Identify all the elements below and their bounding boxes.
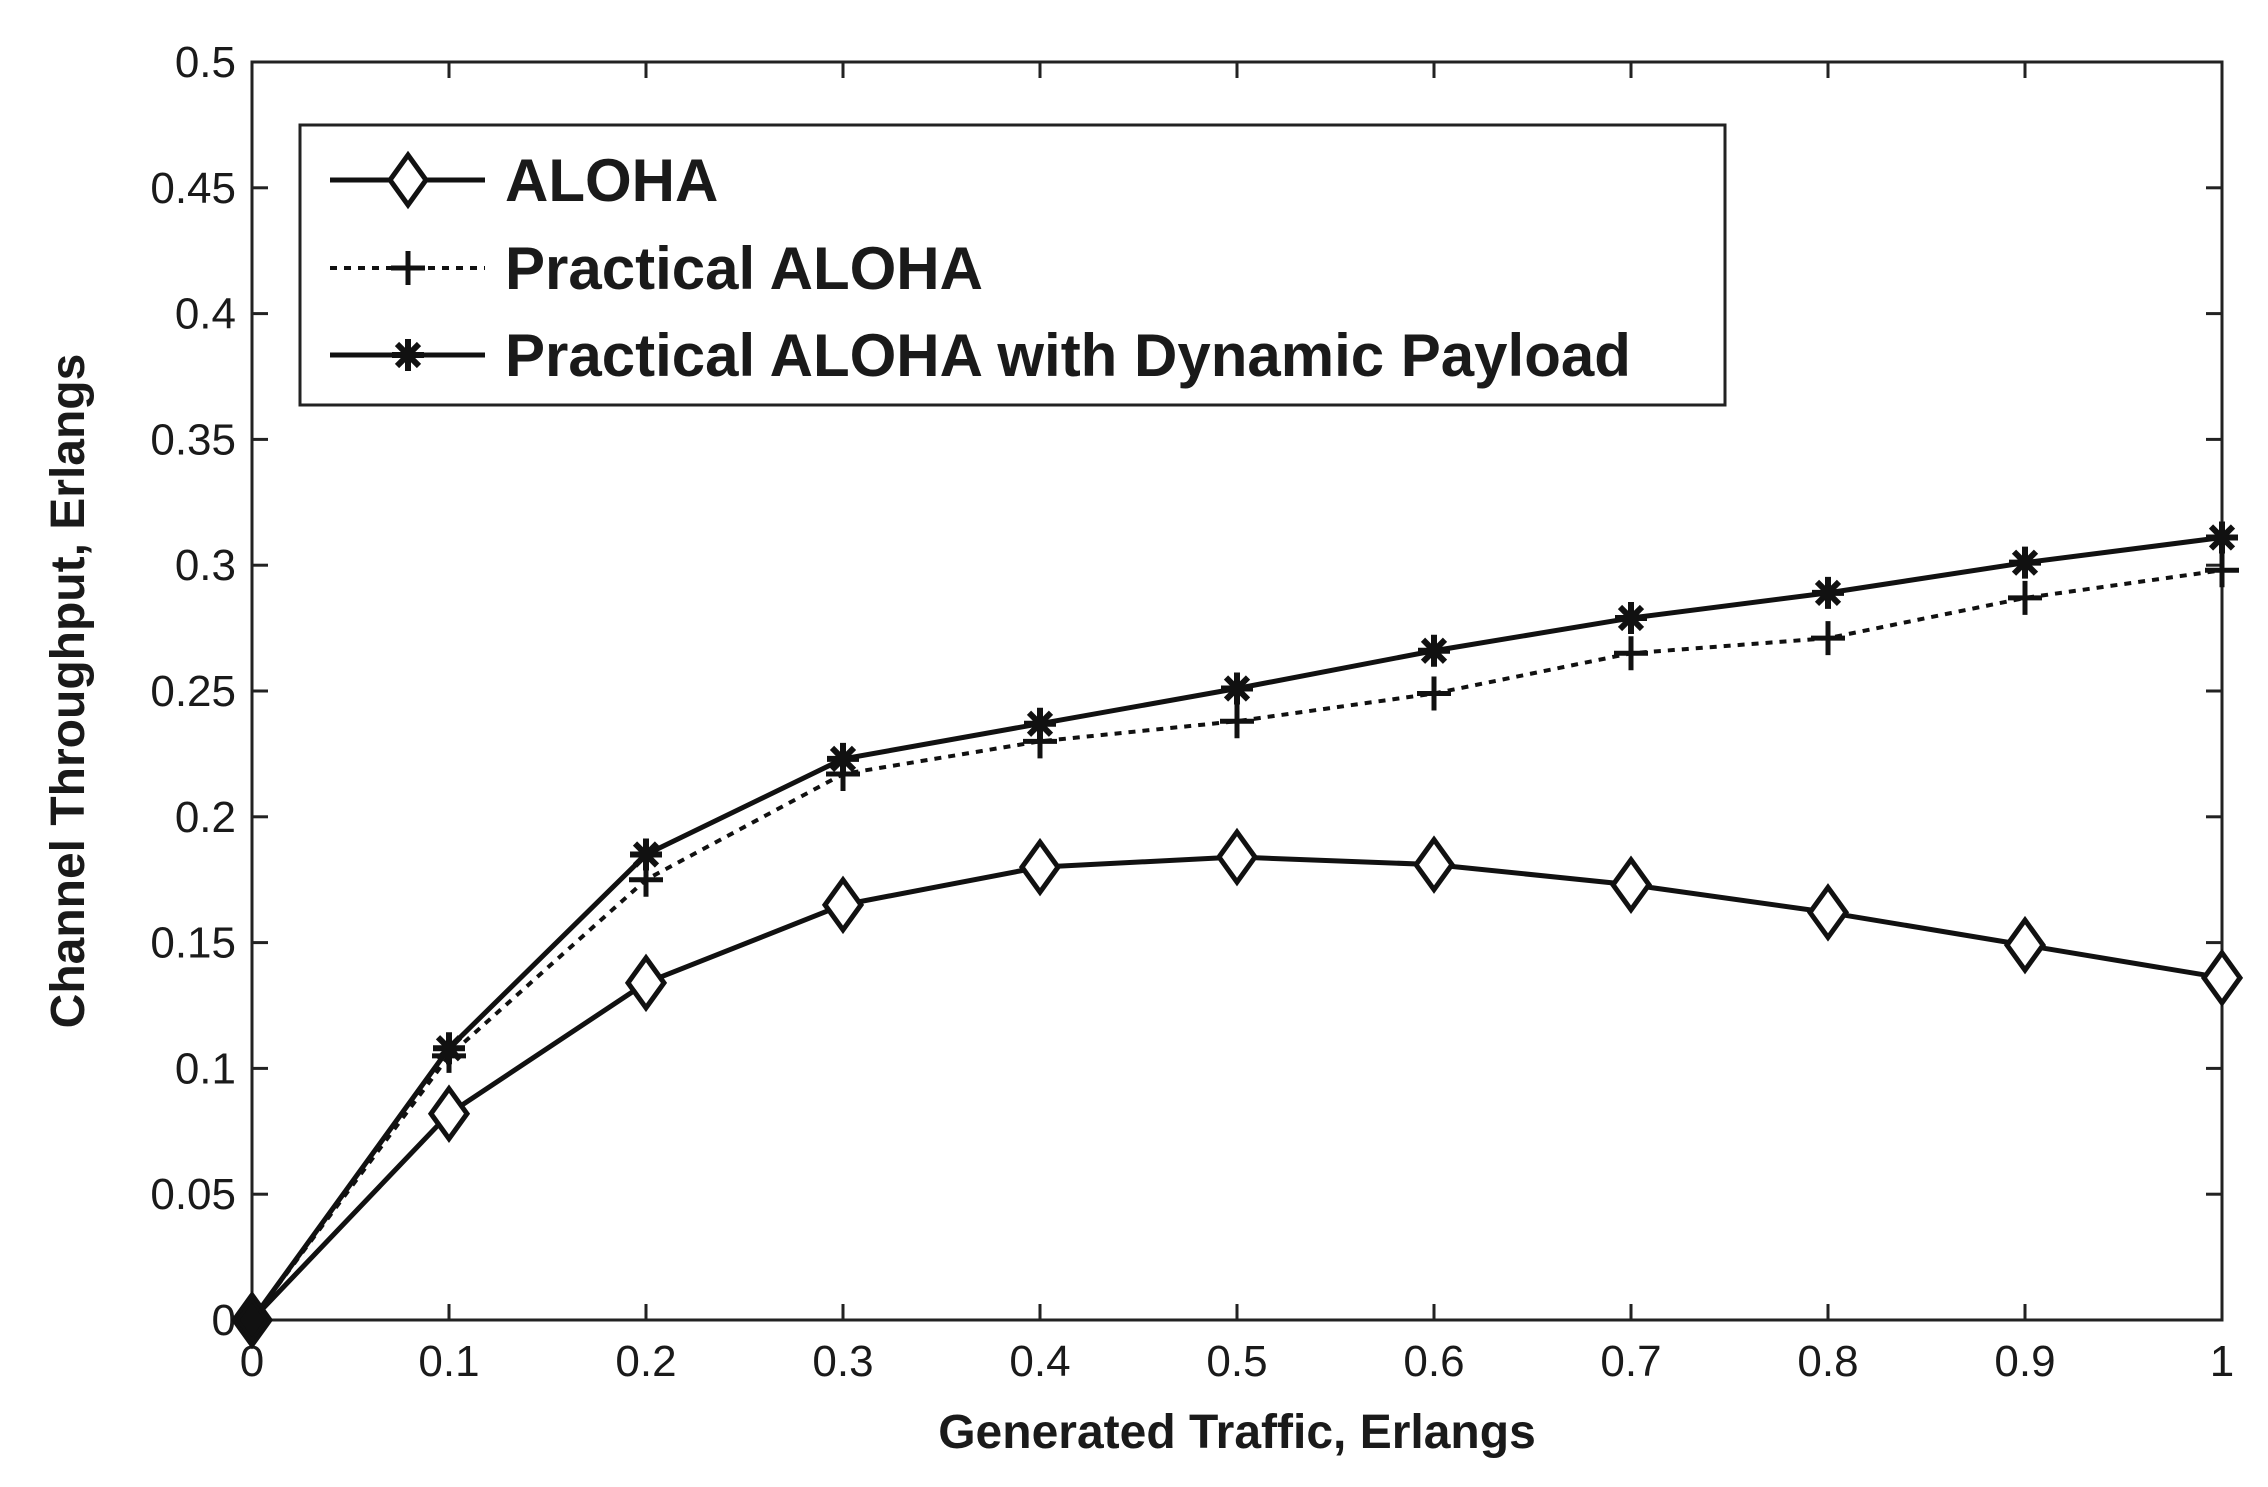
x-tick-label: 0.5: [1206, 1337, 1267, 1386]
x-tick-label: 0.2: [615, 1337, 676, 1386]
series-3-point: [630, 838, 662, 871]
y-tick-label: 0.35: [150, 415, 236, 464]
series-3-point: [433, 1032, 465, 1065]
series-2-point: [1220, 704, 1254, 739]
series-1-point: [1806, 883, 1850, 942]
y-tick-label: 0.45: [150, 164, 236, 213]
series-1-point: [2003, 915, 2047, 975]
y-tick-label: 0.25: [150, 667, 236, 716]
series-line-2: [250, 568, 2223, 1322]
series-3-point: [1221, 672, 1253, 705]
x-tick-label: 0.9: [1994, 1337, 2055, 1386]
series-3-point: [1615, 602, 1647, 635]
legend-label-2: Practical ALOHA: [505, 235, 983, 302]
plot-layer: 0 0.1 0.2 0.3 0.4 0.5 0.6 0.7 0.8 0.9 100.050.10.1…: [42, 38, 2244, 1459]
y-tick-label: 0.4: [175, 290, 236, 339]
legend-label-1: ALOHA: [505, 147, 718, 214]
series-1-point: [1215, 827, 1259, 887]
series-1-point: [624, 953, 668, 1013]
x-tick-label: 0.3: [812, 1337, 873, 1386]
origin-point: [236, 1297, 268, 1343]
series-3-point: [1418, 634, 1450, 667]
series-2-point: [1614, 636, 1648, 671]
series-2-point: [2205, 553, 2239, 588]
legend-marker-3: [392, 339, 424, 371]
y-tick-label: 0.5: [175, 38, 236, 87]
series-1-point: [821, 875, 865, 935]
series-3-point: [827, 742, 859, 775]
series-3-point: [1812, 576, 1844, 609]
series-3-point: [1024, 707, 1056, 740]
x-tick-label: 0.8: [1797, 1337, 1858, 1386]
series-3-point: [2009, 546, 2041, 579]
series-2-point: [1811, 621, 1845, 656]
y-tick-label: 0.15: [150, 919, 236, 968]
y-tick-label: 0.2: [175, 793, 236, 842]
series-1-point: [1609, 855, 1653, 915]
series-2-point: [2008, 580, 2042, 615]
legend-marker-1: [386, 150, 430, 210]
x-tick-label: 1: [2210, 1337, 2234, 1386]
series-1-point: [1018, 837, 1062, 897]
y-axis-title: Channel Throughput, Erlangs: [42, 354, 95, 1029]
series-1-point: [2200, 948, 2244, 1008]
series-1-point: [427, 1084, 471, 1143]
series-2-point: [1417, 676, 1451, 711]
legend: ALOHA Practical ALOHA Practical ALOHA with…: [298, 123, 1727, 407]
y-tick-label: 0.1: [175, 1044, 236, 1093]
legend-box: [298, 123, 1727, 407]
y-tick-label: 0.05: [150, 1170, 236, 1219]
x-tick-label: 0.1: [418, 1337, 479, 1386]
x-tick-label: 0.4: [1009, 1337, 1070, 1386]
series-1-point: [1412, 835, 1456, 894]
y-tick-label: 0.3: [175, 541, 236, 590]
x-tick-label: 0.7: [1600, 1337, 1661, 1386]
x-axis-title: Generated Traffic, Erlangs: [938, 1406, 1536, 1459]
legend-label-3: Practical ALOHA with Dynamic Payload: [505, 322, 1631, 389]
series-3-point: [2206, 521, 2238, 554]
legend-marker-2: [391, 251, 425, 285]
x-tick-label: 0.6: [1403, 1337, 1464, 1386]
